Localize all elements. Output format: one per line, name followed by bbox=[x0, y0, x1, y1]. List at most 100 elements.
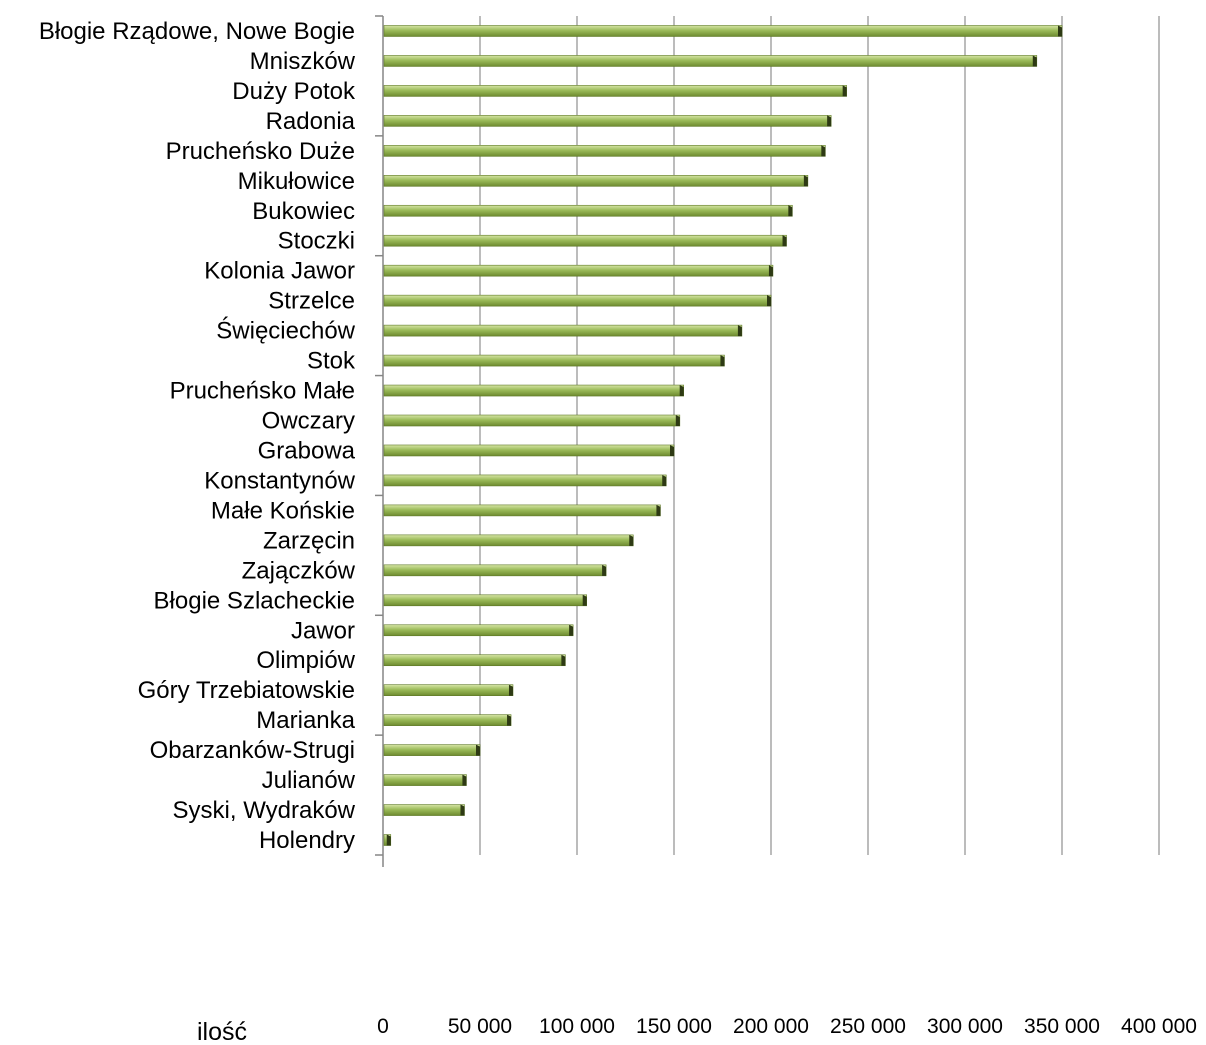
bar bbox=[383, 25, 1063, 37]
category-labels: Błogie Rządowe, Nowe Bogie Mniszków Duży P… bbox=[39, 18, 356, 854]
bar-end-cap bbox=[602, 564, 607, 576]
category-label: Stoczki bbox=[278, 228, 355, 255]
bar-body bbox=[383, 55, 1038, 67]
bar-end-cap bbox=[737, 325, 742, 337]
bar bbox=[383, 384, 685, 397]
bar-body bbox=[383, 534, 634, 547]
bar-body bbox=[383, 264, 774, 277]
bar bbox=[383, 354, 725, 367]
category-label: Julianów bbox=[262, 767, 356, 794]
bar-end-cap bbox=[656, 504, 661, 516]
x-axis-title: ilość bbox=[197, 1018, 247, 1045]
category-label: Olimpiów bbox=[256, 647, 355, 674]
category-label: Grabowa bbox=[258, 437, 356, 464]
bar-end-cap bbox=[569, 624, 574, 636]
x-tick-label: 350 000 bbox=[1024, 1015, 1100, 1038]
bar-body bbox=[383, 25, 1063, 37]
x-tick-label: 200 000 bbox=[733, 1015, 809, 1038]
bar bbox=[383, 594, 587, 607]
bar-body bbox=[383, 654, 566, 667]
bar-end-cap bbox=[679, 385, 684, 397]
bar bbox=[383, 204, 793, 217]
bar bbox=[383, 534, 634, 547]
bar bbox=[383, 804, 465, 816]
bar-end-cap bbox=[842, 85, 847, 97]
category-label: Pruchеńsko Małe bbox=[170, 378, 355, 405]
bar-body bbox=[383, 504, 661, 517]
category-label: Małe Końskie bbox=[211, 497, 355, 524]
bar-end-cap bbox=[462, 774, 467, 786]
bar bbox=[383, 294, 772, 307]
bar-body bbox=[383, 744, 481, 756]
bar-body bbox=[383, 714, 512, 726]
x-tick-label: 400 000 bbox=[1121, 1015, 1197, 1038]
bars bbox=[383, 25, 1063, 846]
bar-body bbox=[383, 474, 667, 487]
bar bbox=[383, 744, 481, 756]
gridlines bbox=[479, 16, 1160, 855]
bar-end-cap bbox=[767, 295, 771, 307]
bar-body bbox=[383, 384, 685, 397]
bar-body bbox=[383, 414, 681, 427]
bar-end-cap bbox=[675, 415, 680, 427]
bar-body bbox=[383, 145, 826, 157]
bar bbox=[383, 504, 661, 517]
bar-end-cap bbox=[782, 235, 787, 247]
category-label: Owczary bbox=[262, 408, 355, 435]
bar bbox=[383, 624, 574, 637]
x-tick-label: 50 000 bbox=[448, 1015, 512, 1038]
category-label: Holendry bbox=[259, 827, 355, 854]
x-tick-label: 300 000 bbox=[927, 1015, 1003, 1038]
x-tick-label: 100 000 bbox=[539, 1015, 615, 1038]
bar bbox=[383, 145, 826, 157]
bar-body bbox=[383, 564, 607, 577]
bar bbox=[383, 234, 787, 247]
bar bbox=[383, 55, 1038, 67]
bar-body bbox=[383, 804, 465, 816]
x-tick-labels: 0 50 000 100 000 150 000 200 000 250 000 300 0… bbox=[377, 1015, 1197, 1038]
bar-end-cap bbox=[803, 175, 808, 187]
bar-body bbox=[383, 115, 832, 127]
category-label: Mniszków bbox=[250, 48, 356, 75]
bar-body bbox=[383, 684, 514, 696]
category-label: Bukowiec bbox=[252, 198, 355, 225]
bar-body bbox=[383, 324, 743, 337]
bar bbox=[383, 684, 514, 696]
bar bbox=[383, 654, 566, 667]
bar-end-cap bbox=[460, 804, 465, 816]
bar-end-cap bbox=[821, 145, 826, 157]
x-tick-label: 150 000 bbox=[636, 1015, 712, 1038]
category-label: Zajączków bbox=[242, 557, 356, 584]
category-label: Święciechów bbox=[216, 317, 355, 345]
bar-end-cap bbox=[827, 115, 832, 127]
bar bbox=[383, 474, 667, 487]
bar-body bbox=[383, 234, 787, 247]
category-label: Obarzanków-Strugi bbox=[150, 737, 355, 764]
bar-end-cap bbox=[720, 355, 725, 367]
bar-body bbox=[383, 444, 675, 457]
bar-body bbox=[383, 354, 725, 367]
bar-end-cap bbox=[507, 714, 512, 726]
category-label: Mikułowice bbox=[238, 168, 355, 195]
bar-body bbox=[383, 624, 574, 637]
category-label: Syski, Wydraków bbox=[173, 797, 356, 824]
bar-end-cap bbox=[386, 834, 391, 846]
category-label: Błogie Szlacheckie bbox=[154, 587, 355, 614]
category-label: Kolonia Jawor bbox=[204, 258, 355, 285]
category-label: Błogie Rządowe, Nowe Bogie bbox=[39, 18, 355, 45]
bar bbox=[383, 774, 467, 786]
bar bbox=[383, 264, 774, 277]
bar-body bbox=[383, 594, 587, 607]
bar-end-cap bbox=[662, 474, 667, 486]
category-label: Zarzęcin bbox=[263, 527, 355, 554]
category-label: Jawor bbox=[291, 617, 355, 644]
bar-end-cap bbox=[476, 744, 480, 756]
bar bbox=[383, 414, 681, 427]
category-label: Duży Potok bbox=[232, 78, 356, 105]
bar-end-cap bbox=[508, 684, 513, 696]
bar bbox=[383, 564, 607, 577]
bar bbox=[383, 115, 832, 127]
category-label: Góry Trzebiatowskie bbox=[138, 677, 355, 704]
bar-body bbox=[383, 774, 467, 786]
